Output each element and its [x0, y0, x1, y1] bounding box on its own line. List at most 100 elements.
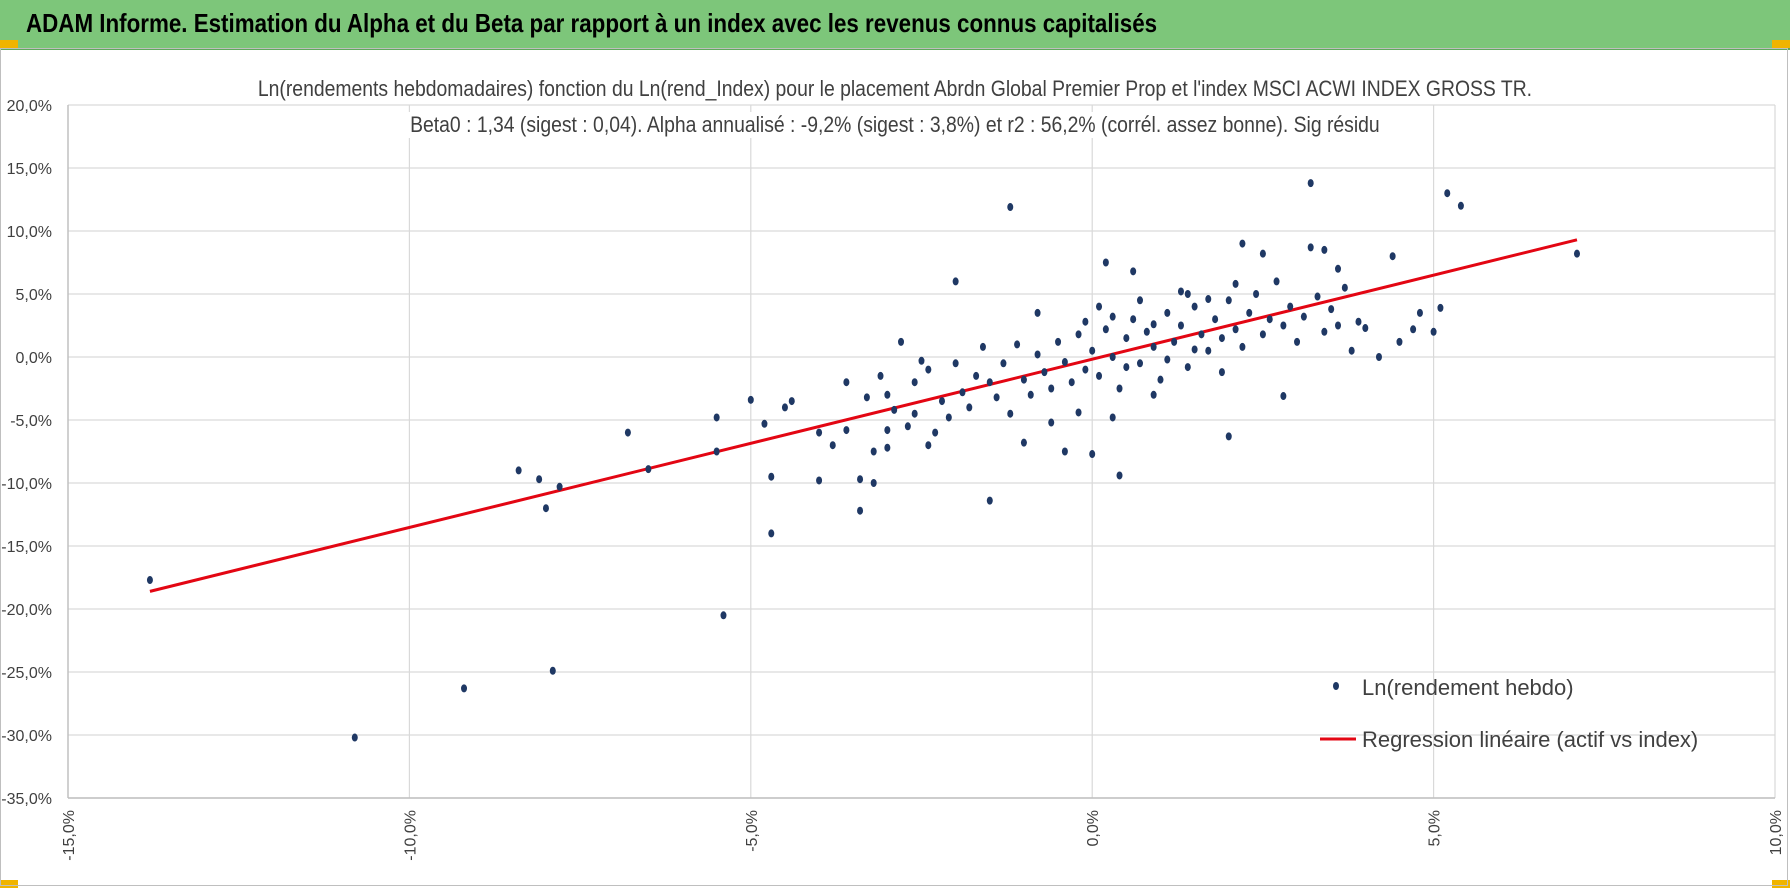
- data-point: [1130, 267, 1137, 276]
- data-point: [904, 422, 911, 431]
- data-point: [1239, 342, 1246, 351]
- chart-subtitle-text: Beta0 : 1,34 (sigest : 0,04). Alpha annu…: [404, 112, 1386, 138]
- data-point: [979, 342, 986, 351]
- data-point: [788, 397, 795, 406]
- data-point: [1259, 330, 1266, 339]
- data-point: [1034, 350, 1041, 359]
- x-tick-label: -15,0%: [61, 810, 78, 861]
- data-point: [966, 403, 973, 412]
- data-point: [1300, 312, 1307, 321]
- data-point: [863, 393, 870, 402]
- data-point: [1259, 249, 1266, 258]
- data-point: [1205, 295, 1212, 304]
- data-point: [1102, 258, 1109, 267]
- y-tick-label: -10,0%: [1, 476, 52, 493]
- data-point: [857, 506, 864, 515]
- y-tick-label: 20,0%: [7, 98, 52, 115]
- data-point: [1096, 371, 1103, 380]
- data-point: [1307, 243, 1314, 252]
- data-point: [1136, 296, 1143, 305]
- chart-title: Ln(rendements hebdomadaires) fonction du…: [0, 76, 1790, 102]
- data-point: [1034, 308, 1041, 317]
- data-point: [884, 443, 891, 452]
- data-point: [1130, 315, 1137, 324]
- data-point: [720, 611, 727, 620]
- data-point: [1061, 358, 1068, 367]
- data-point: [1171, 337, 1178, 346]
- y-tick-label: 5,0%: [16, 287, 52, 304]
- data-point: [146, 576, 153, 585]
- data-point: [1396, 337, 1403, 346]
- data-point: [993, 393, 1000, 402]
- data-point: [1362, 324, 1369, 333]
- data-point: [1007, 203, 1014, 212]
- data-point: [1089, 346, 1096, 355]
- data-point: [1225, 296, 1232, 305]
- data-point: [1355, 317, 1362, 326]
- data-point: [1457, 201, 1464, 210]
- corner-marker: [0, 40, 18, 48]
- x-tick-label: 0,0%: [1085, 810, 1102, 846]
- data-point: [1389, 252, 1396, 261]
- data-point: [1444, 189, 1451, 198]
- data-point: [1102, 325, 1109, 334]
- data-point: [959, 388, 966, 397]
- data-point: [1212, 315, 1219, 324]
- data-point: [1205, 346, 1212, 355]
- data-point: [713, 413, 720, 422]
- data-point: [1027, 390, 1034, 399]
- data-point: [1218, 334, 1225, 343]
- data-point: [829, 441, 836, 450]
- data-point: [884, 390, 891, 399]
- regression-line: [149, 238, 1578, 593]
- data-point: [1068, 378, 1075, 387]
- data-point: [1082, 317, 1089, 326]
- data-point: [1239, 239, 1246, 248]
- page-title: ADAM Informe. Estimation du Alpha et du …: [26, 8, 1158, 38]
- data-point: [925, 365, 932, 374]
- legend-marker-scatter: [1333, 682, 1339, 690]
- y-tick-label: -20,0%: [1, 602, 52, 619]
- data-point: [1341, 283, 1348, 292]
- data-point: [816, 428, 823, 437]
- data-point: [761, 419, 768, 428]
- data-point: [918, 356, 925, 365]
- data-point: [556, 482, 563, 491]
- data-point: [1273, 277, 1280, 286]
- data-point: [542, 504, 549, 513]
- y-tick-label: -30,0%: [1, 728, 52, 745]
- data-point: [1416, 308, 1423, 317]
- data-point: [1075, 330, 1082, 339]
- data-point: [1184, 363, 1191, 372]
- y-tick-label: 0,0%: [16, 350, 52, 367]
- data-point: [1000, 359, 1007, 368]
- data-point: [1314, 292, 1321, 301]
- data-point: [870, 447, 877, 456]
- data-point: [870, 479, 877, 487]
- x-tick-label: -10,0%: [402, 810, 419, 861]
- data-point: [1246, 308, 1253, 317]
- data-point: [461, 684, 468, 693]
- data-point: [1280, 392, 1287, 401]
- data-point: [536, 475, 543, 484]
- data-point: [1225, 432, 1232, 441]
- y-tick-label: -35,0%: [1, 791, 52, 808]
- data-point: [884, 426, 891, 435]
- data-point: [925, 441, 932, 450]
- data-point: [1321, 327, 1328, 336]
- data-point: [1321, 245, 1328, 254]
- chart-title-text: Ln(rendements hebdomadaires) fonction du…: [252, 76, 1538, 102]
- data-point: [768, 529, 775, 538]
- data-point: [1041, 368, 1048, 377]
- data-point: [1191, 302, 1198, 311]
- data-point: [1177, 321, 1184, 330]
- x-tick-label: 10,0%: [1768, 810, 1785, 855]
- corner-marker: [0, 880, 18, 888]
- data-point: [1328, 305, 1335, 314]
- data-point: [1123, 334, 1130, 343]
- data-point: [351, 733, 358, 742]
- data-point: [1048, 384, 1055, 393]
- y-tick-label: 15,0%: [7, 161, 52, 178]
- data-point: [1020, 438, 1027, 447]
